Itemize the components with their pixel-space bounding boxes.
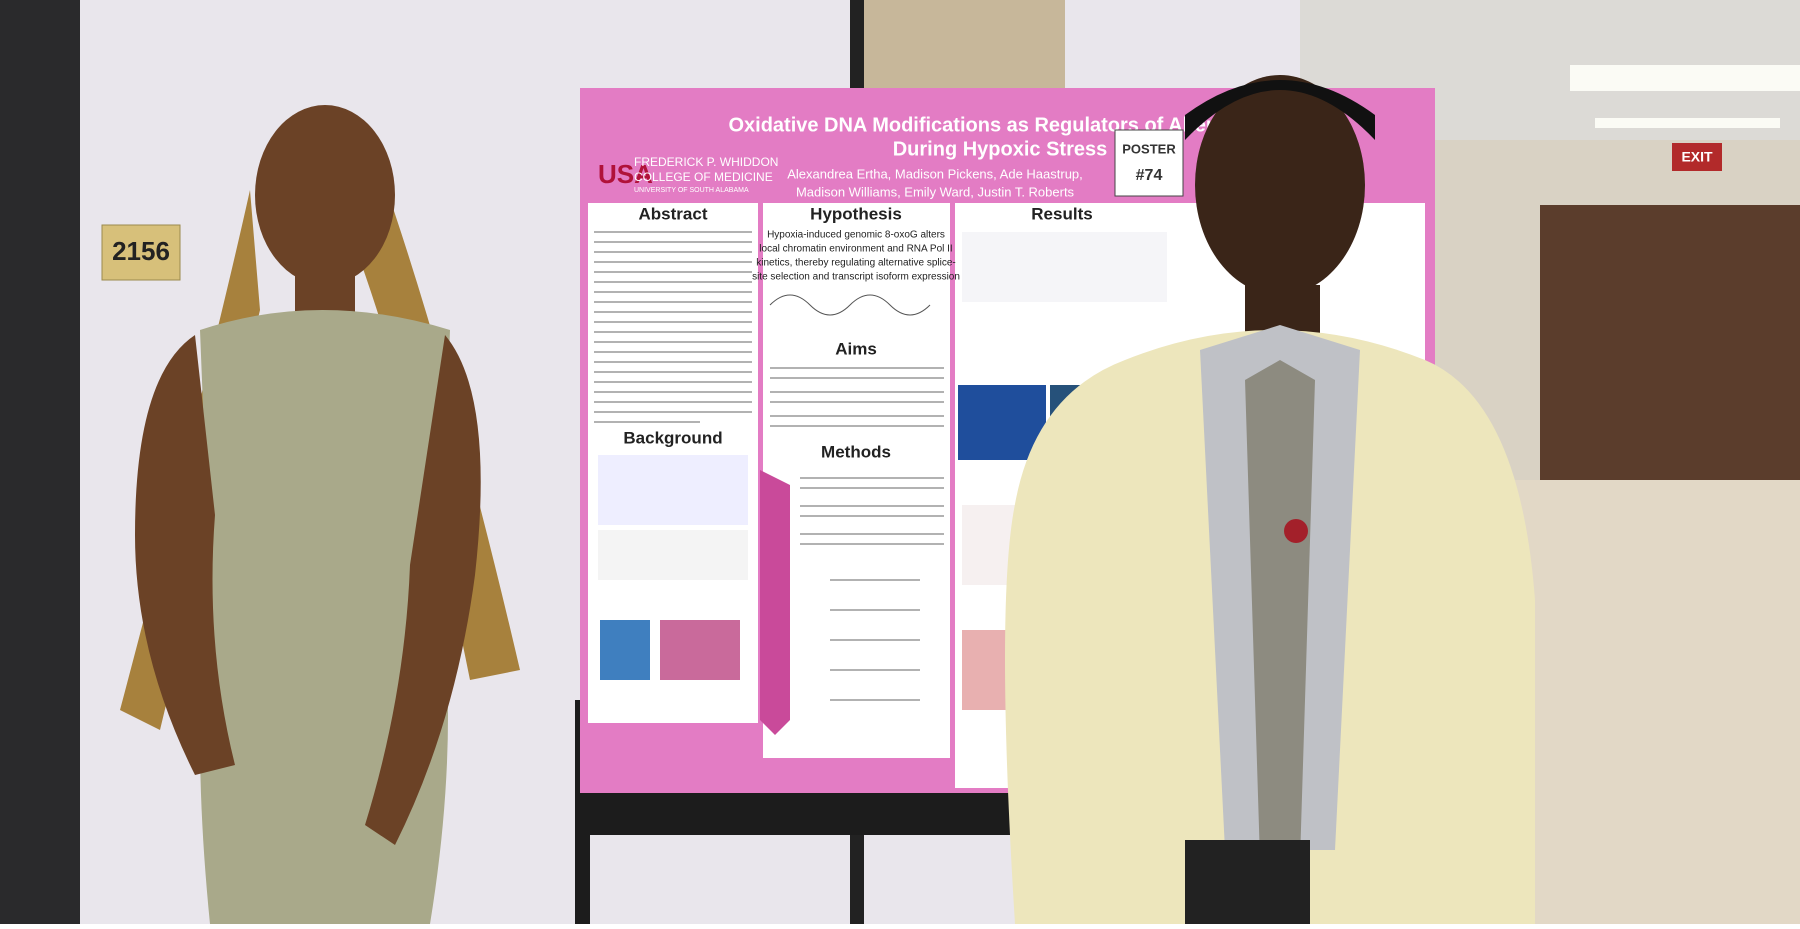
authors: Alexandrea Ertha, Madison Pickens, Ade H… <box>787 166 1083 181</box>
figure <box>598 530 748 580</box>
figure <box>660 620 740 680</box>
person-left <box>135 335 235 775</box>
section-heading: Background <box>623 428 722 447</box>
logo: USA <box>598 159 653 189</box>
ceiling-light <box>1595 118 1780 128</box>
poster-title: During Hypoxic Stress <box>893 138 1108 160</box>
aims-text <box>770 367 944 427</box>
institution: UNIVERSITY OF SOUTH ALABAMA <box>634 187 749 194</box>
figure <box>598 455 748 525</box>
room-number: 2156 <box>112 236 170 266</box>
room-sign <box>101 224 181 281</box>
methods-text <box>800 477 944 701</box>
section-heading: Methods <box>821 442 891 461</box>
section-heading: Hypothesis <box>810 204 902 223</box>
abstract-text <box>594 231 752 423</box>
institution: COLLEGE OF MEDICINE <box>634 170 773 184</box>
section-heading: Aims <box>835 339 877 358</box>
figure <box>600 620 650 680</box>
person-left <box>255 105 395 285</box>
column-middle <box>763 203 950 758</box>
person-right <box>1185 840 1310 924</box>
hypothesis-text: local chromatin environment and RNA Pol … <box>759 244 952 255</box>
person-right <box>1195 75 1365 295</box>
hypothesis-text: site selection and transcript isoform ex… <box>752 272 960 283</box>
method-arrow <box>760 470 790 735</box>
person-left <box>120 105 520 924</box>
institution: FREDERICK P. WHIDDON <box>634 155 778 169</box>
person-right <box>1284 519 1308 543</box>
figure <box>962 232 1167 302</box>
exit-text: EXIT <box>1681 149 1713 165</box>
person-right <box>1245 360 1315 860</box>
person-left <box>365 335 481 845</box>
figure <box>958 385 1046 460</box>
door-frame <box>0 0 80 924</box>
hypothesis-text: kinetics, thereby regulating alternative… <box>756 258 956 269</box>
poster-badge <box>1114 129 1184 197</box>
ceiling-light <box>1570 65 1800 91</box>
section-heading: Abstract <box>639 204 708 223</box>
badge-text: #74 <box>1136 167 1163 184</box>
diagram <box>769 294 931 316</box>
authors: Madison Williams, Emily Ward, Justin T. … <box>796 184 1075 199</box>
exit-sign <box>1672 143 1722 171</box>
doors <box>1540 205 1800 480</box>
person-right <box>1185 80 1375 140</box>
badge-text: POSTER <box>1122 141 1176 156</box>
section-heading: Results <box>1031 204 1092 223</box>
hypothesis-text: Hypoxia-induced genomic 8-oxoG alters <box>767 230 945 241</box>
person-right <box>1005 75 1535 924</box>
